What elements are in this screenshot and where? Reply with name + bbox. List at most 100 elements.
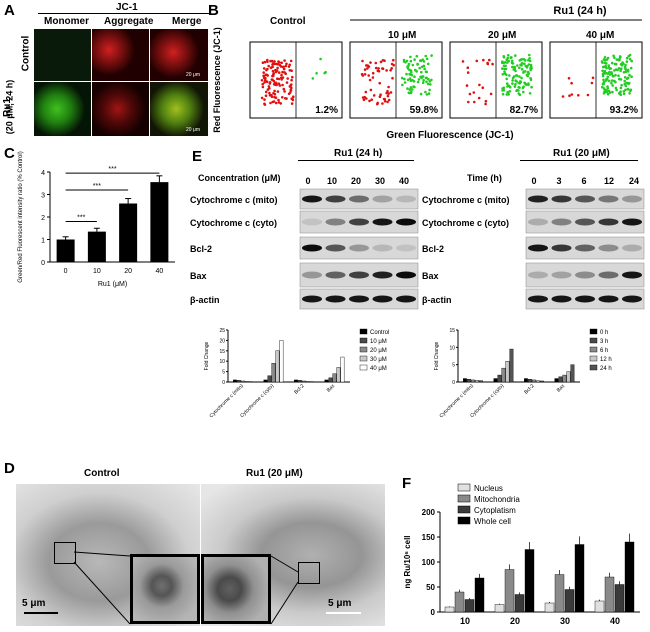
flow-event	[401, 83, 404, 87]
flow-event	[282, 67, 286, 71]
flow-event	[617, 74, 620, 77]
f-bar	[564, 589, 575, 613]
er-legend-swatch	[589, 364, 598, 371]
flow-event	[267, 85, 271, 88]
flow-event	[626, 68, 630, 72]
flow-event	[272, 79, 276, 83]
flow-event	[386, 94, 390, 98]
f-legend-swatch	[457, 505, 471, 514]
flow-event	[264, 90, 268, 94]
blot-band	[396, 195, 416, 203]
c-xtick-label: 10	[93, 268, 101, 275]
flow-event	[603, 89, 607, 92]
flow-event	[591, 76, 595, 80]
flow-event	[517, 92, 521, 95]
flow-event	[413, 85, 416, 89]
flow-event	[406, 87, 409, 90]
f-bar	[604, 576, 615, 613]
flow-event	[484, 99, 488, 103]
flow-event	[606, 56, 610, 60]
flow-event	[601, 69, 604, 73]
flow-event	[472, 91, 476, 94]
blot-band	[575, 271, 595, 279]
flow-event	[501, 67, 504, 70]
flow-event	[504, 64, 507, 68]
blot-band	[302, 295, 322, 303]
flow-event	[511, 82, 514, 85]
flow-event	[619, 86, 623, 90]
flow-event	[289, 59, 293, 63]
flow-event	[491, 62, 494, 66]
flow-event	[400, 76, 404, 80]
flow-event	[271, 69, 275, 73]
flow-event	[409, 79, 413, 82]
flow-event	[389, 91, 393, 94]
flow-percent-1: 59.8%	[410, 105, 438, 116]
el-bar	[275, 350, 280, 383]
flow-event	[415, 54, 419, 58]
flow-event	[409, 59, 413, 63]
flow-event	[467, 100, 470, 104]
flow-event	[606, 92, 610, 96]
e-right-title: Ru1 (20 μM)	[553, 148, 610, 159]
e-protein-label-right: Bcl-2	[422, 244, 444, 254]
flow-event	[601, 72, 605, 76]
c-bar-40	[150, 182, 169, 262]
flow-event	[369, 61, 372, 64]
flow-event	[270, 78, 274, 81]
micrograph-ru1-aggregate	[92, 82, 149, 136]
flow-event	[324, 70, 327, 74]
flow-event	[625, 60, 629, 63]
flow-event	[288, 63, 291, 67]
flow-event	[418, 66, 421, 70]
blot-band	[325, 271, 346, 279]
blot-band	[372, 195, 393, 203]
flow-event	[526, 71, 530, 74]
er-bar	[501, 367, 506, 383]
blot-band	[302, 244, 322, 252]
row-control: Control	[20, 35, 32, 72]
flow-event	[528, 92, 532, 95]
flow-event	[613, 56, 616, 60]
scale-a-2: 20 μm	[186, 127, 200, 133]
er-bar	[505, 361, 510, 383]
panel-d: Control Ru1 (20 μM) 5 μm 5 μm	[16, 468, 386, 628]
flow-event	[511, 65, 514, 69]
f-legend-swatch	[457, 483, 471, 492]
f-ytick-label: 150	[422, 533, 436, 542]
flow-event	[515, 88, 519, 92]
flow-event	[407, 91, 411, 95]
f-legend-swatch	[457, 516, 471, 525]
flow-event	[628, 57, 632, 61]
flow-event	[277, 98, 280, 102]
micrograph-control-merge	[150, 29, 208, 81]
flow-event	[278, 61, 281, 64]
flow-event	[283, 90, 286, 93]
flow-event	[409, 73, 412, 76]
flow-event	[391, 76, 394, 80]
c-bar-10	[87, 231, 106, 262]
f-bar	[594, 600, 605, 613]
flow-event	[288, 69, 292, 72]
d-control: Control	[84, 468, 120, 479]
flow-event	[262, 67, 266, 70]
el-ytick-label: 20	[219, 338, 225, 344]
blot-band	[622, 218, 642, 226]
flow-event	[424, 90, 427, 94]
er-bar	[467, 379, 471, 383]
flow-event	[623, 82, 626, 86]
blot-band	[551, 271, 572, 279]
flow-event	[272, 100, 276, 103]
er-legend-label: 0 h	[600, 330, 608, 336]
flow-event	[590, 81, 594, 85]
flow-event	[618, 77, 621, 81]
flow-event	[603, 56, 607, 59]
blot-band	[325, 195, 346, 203]
c-sig-label: ***	[93, 183, 101, 190]
flow-event	[411, 63, 415, 67]
blot-band	[302, 195, 322, 203]
blot-band	[622, 244, 642, 252]
flow-event	[605, 79, 608, 82]
flow-event	[613, 79, 616, 83]
